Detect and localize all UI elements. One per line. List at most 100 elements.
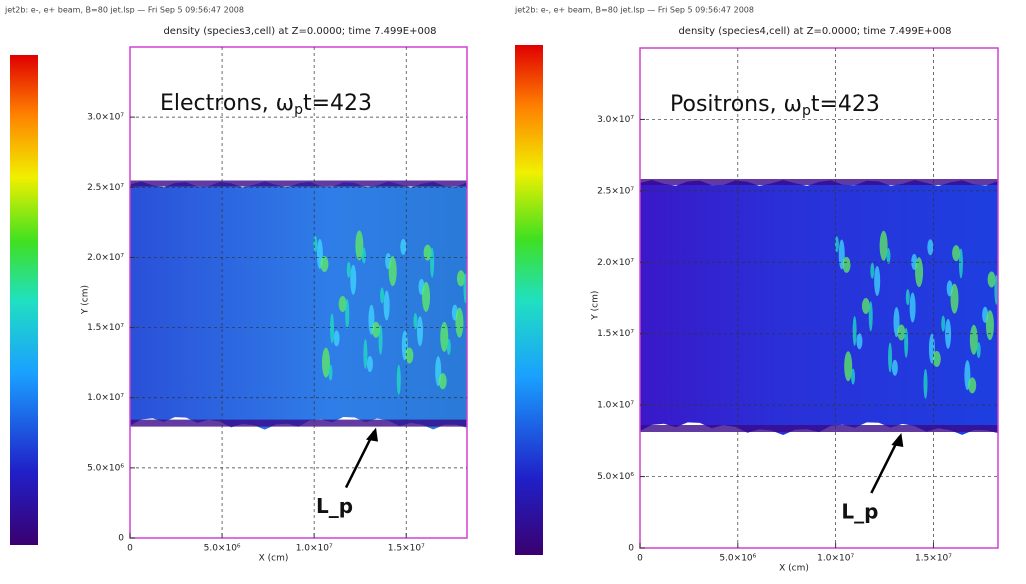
filament xyxy=(968,377,977,394)
band-edge-top xyxy=(640,179,998,185)
filament xyxy=(380,287,385,304)
chart-title: density (species4,cell) at Z=0.0000; tim… xyxy=(678,26,951,37)
filament xyxy=(446,338,451,355)
filament xyxy=(987,271,996,288)
band-edge-bottom xyxy=(130,419,467,427)
y-tick-label: 3.0×10⁷ xyxy=(87,113,124,123)
filament xyxy=(834,236,839,253)
plot-frame xyxy=(129,46,468,539)
filament xyxy=(383,290,390,321)
x-tick-label: 5.0×10⁶ xyxy=(719,554,756,564)
filament xyxy=(976,342,981,359)
filament xyxy=(904,327,909,358)
annotation-sub: p xyxy=(802,103,811,119)
filament xyxy=(870,262,875,279)
arrow-head xyxy=(366,427,379,442)
filament xyxy=(388,256,397,287)
filament xyxy=(985,310,994,341)
filament xyxy=(378,324,383,355)
filament xyxy=(338,296,347,313)
arrow xyxy=(344,431,376,489)
filament xyxy=(355,230,364,261)
x-tick-label: 5.0×10⁶ xyxy=(204,544,241,554)
filament xyxy=(328,364,333,381)
x-tick-label: 1.0×10⁷ xyxy=(296,544,333,554)
x-tick-label: 1.5×10⁷ xyxy=(388,544,425,554)
filament xyxy=(346,261,351,278)
band-edge-bottom xyxy=(640,425,998,432)
filament xyxy=(888,342,893,373)
filament xyxy=(333,330,340,347)
filament xyxy=(905,289,910,306)
filament xyxy=(363,339,368,370)
x-tick-label: 1.5×10⁷ xyxy=(915,554,952,564)
header: jet2b: e-, e+ beam, B=80 jet.lsp — Fri S… xyxy=(4,6,244,15)
arrow xyxy=(870,436,901,494)
filament xyxy=(909,292,916,323)
filament xyxy=(330,313,335,344)
y-tick-label: 2.5×10⁷ xyxy=(597,186,634,196)
filament xyxy=(366,356,373,373)
filament xyxy=(423,244,432,261)
filament xyxy=(969,324,978,355)
filament xyxy=(430,247,435,278)
filament xyxy=(438,373,447,390)
filament xyxy=(923,368,928,399)
filament xyxy=(361,247,366,264)
density-band xyxy=(130,181,467,430)
filament xyxy=(350,264,357,295)
filament xyxy=(313,236,318,253)
filament xyxy=(897,324,906,341)
filament xyxy=(396,364,401,395)
filament xyxy=(861,297,870,314)
header: jet2b: e-, e+ beam, B=80 jet.lsp — Fri S… xyxy=(514,6,754,15)
y-tick-label: 5.0×10⁶ xyxy=(597,472,634,482)
filament xyxy=(891,359,898,376)
annotation: Positrons, ωpt=423 xyxy=(670,92,880,119)
filament xyxy=(405,347,414,364)
arrow-head xyxy=(891,433,904,447)
filament xyxy=(400,238,407,255)
filament xyxy=(932,350,941,367)
filament xyxy=(416,316,423,347)
x-tick-label: 0 xyxy=(637,554,643,564)
filament xyxy=(886,248,891,265)
annotation: Electrons, ωpt=423 xyxy=(160,91,372,118)
density-band xyxy=(640,180,998,435)
filament xyxy=(422,281,431,312)
filament xyxy=(879,230,888,261)
filament xyxy=(456,270,465,287)
filament xyxy=(868,301,873,332)
x-tick-label: 1.0×10⁷ xyxy=(817,554,854,564)
y-tick-label: 1.0×10⁷ xyxy=(597,401,634,411)
filament xyxy=(927,239,934,256)
chart-title: density (species3,cell) at Z=0.0000; tim… xyxy=(163,26,436,37)
filament xyxy=(856,333,863,350)
marker-label: L_p xyxy=(316,494,353,518)
y-axis-label: Y (cm) xyxy=(81,285,91,315)
filament xyxy=(852,315,857,346)
y-tick-label: 2.5×10⁷ xyxy=(87,183,124,193)
filament xyxy=(958,248,963,279)
band-edge-top xyxy=(130,180,467,187)
y-tick-label: 2.0×10⁷ xyxy=(87,253,124,263)
filament xyxy=(851,368,856,385)
filament xyxy=(941,315,946,332)
filament xyxy=(915,257,924,288)
filament xyxy=(455,307,464,338)
y-tick-label: 0 xyxy=(118,534,124,544)
y-tick-label: 1.5×10⁷ xyxy=(597,329,634,339)
x-tick-label: 0 xyxy=(127,544,133,554)
marker-label: L_p xyxy=(841,500,878,524)
filament xyxy=(413,313,418,330)
filament xyxy=(440,321,449,352)
colorbar xyxy=(515,45,543,555)
y-tick-label: 2.0×10⁷ xyxy=(597,258,634,268)
filament xyxy=(950,283,959,314)
filament xyxy=(372,321,381,338)
annotation-text: Positrons, ω xyxy=(670,92,802,117)
filament xyxy=(842,256,851,273)
filament xyxy=(345,299,350,330)
plot-frame xyxy=(639,47,999,549)
filament xyxy=(844,351,853,382)
